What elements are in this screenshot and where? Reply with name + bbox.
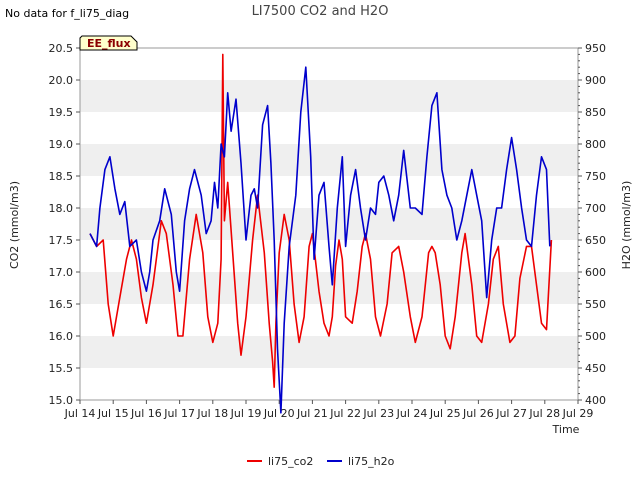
x-tick-label-10: Jul 24 [396, 407, 428, 420]
x-tick-label-12: Jul 26 [462, 407, 494, 420]
y-axis-left: 15.0 15.5 16.0 16.5 17.0 17.5 18.0 18.5 19.0 19.5… [49, 42, 80, 407]
x-axis: Jul 14 Jul 15 Jul 16 Jul 17 Jul 18 Jul 19 Jul … [64, 400, 594, 420]
no-data-note: No data for f_li75_diag [5, 7, 129, 20]
y-tick-label-7: 18.5 [49, 170, 74, 183]
y2-tick-label-0: 400 [585, 394, 606, 407]
x-tick-label-13: Jul 27 [495, 407, 527, 420]
y-tick-label-0: 15.0 [49, 394, 74, 407]
x-tick-label-7: Jul 21 [296, 407, 328, 420]
band-1 [80, 272, 578, 304]
band-4 [80, 80, 578, 112]
y2-tick-label-3: 550 [585, 298, 606, 311]
y2-tick-label-7: 750 [585, 170, 606, 183]
x-tick-label-1: Jul 15 [97, 407, 129, 420]
y2-tick-label-4: 600 [585, 266, 606, 279]
y-axis-title: CO2 (mmol/m3) [8, 181, 21, 269]
background-bands [80, 80, 578, 368]
y-tick-label-11: 20.5 [49, 42, 74, 55]
y-axis-right: 400 450 500 550 600 650 700 750 800 850 900 950 [578, 42, 606, 407]
badge-shape [79, 35, 138, 51]
x-tick-label-5: Jul 19 [230, 407, 262, 420]
band-0 [80, 336, 578, 368]
x-tick-label-14: Jul 28 [528, 407, 560, 420]
y2-tick-label-11: 950 [585, 42, 606, 55]
y-tick-label-1: 15.5 [49, 362, 74, 375]
y-tick-label-8: 19.0 [49, 138, 74, 151]
x-tick-label-9: Jul 23 [362, 407, 394, 420]
y-tick-label-5: 17.5 [49, 234, 74, 247]
x-tick-label-2: Jul 16 [130, 407, 162, 420]
y2-tick-label-9: 850 [585, 106, 606, 119]
y2-tick-label-8: 800 [585, 138, 606, 151]
band-3 [80, 144, 578, 176]
x-tick-label-3: Jul 17 [163, 407, 195, 420]
chart-title: LI7500 CO2 and H2O [252, 4, 389, 19]
series-layer [89, 53, 553, 414]
y-tick-label-6: 18.0 [49, 202, 74, 215]
y2-tick-label-5: 650 [585, 234, 606, 247]
x-tick-label-8: Jul 22 [329, 407, 361, 420]
legend-label-co2: li75_co2 [268, 455, 313, 468]
x-tick-label-11: Jul 25 [429, 407, 461, 420]
y-tick-label-9: 19.5 [49, 106, 74, 119]
y-tick-label-10: 20.0 [49, 74, 74, 87]
plot-frame [79, 47, 579, 401]
series-line-li75_h2o [89, 66, 551, 414]
x-tick-label-15: Jul 29 [562, 407, 594, 420]
y2-tick-label-10: 900 [585, 74, 606, 87]
series-line-li75_co2 [89, 53, 553, 389]
x-axis-title: Time [552, 423, 580, 436]
y2-tick-label-1: 450 [585, 362, 606, 375]
ee-flux-badge: EE_flux [79, 35, 138, 51]
legend-label-h2o: li75_h2o [348, 455, 395, 468]
y2-tick-label-2: 500 [585, 330, 606, 343]
x-tick-label-6: Jul 20 [263, 407, 295, 420]
y-tick-label-3: 16.5 [49, 298, 74, 311]
x-tick-label-0: Jul 14 [64, 407, 96, 420]
x-tick-label-4: Jul 18 [196, 407, 228, 420]
legend: li75_co2 li75_h2o [247, 455, 395, 468]
badge-text: EE_flux [87, 37, 131, 50]
y-tick-label-2: 16.0 [49, 330, 74, 343]
y-tick-label-4: 17.0 [49, 266, 74, 279]
y2-axis-title: H2O (mmol/m3) [620, 181, 633, 270]
y2-tick-label-6: 700 [585, 202, 606, 215]
